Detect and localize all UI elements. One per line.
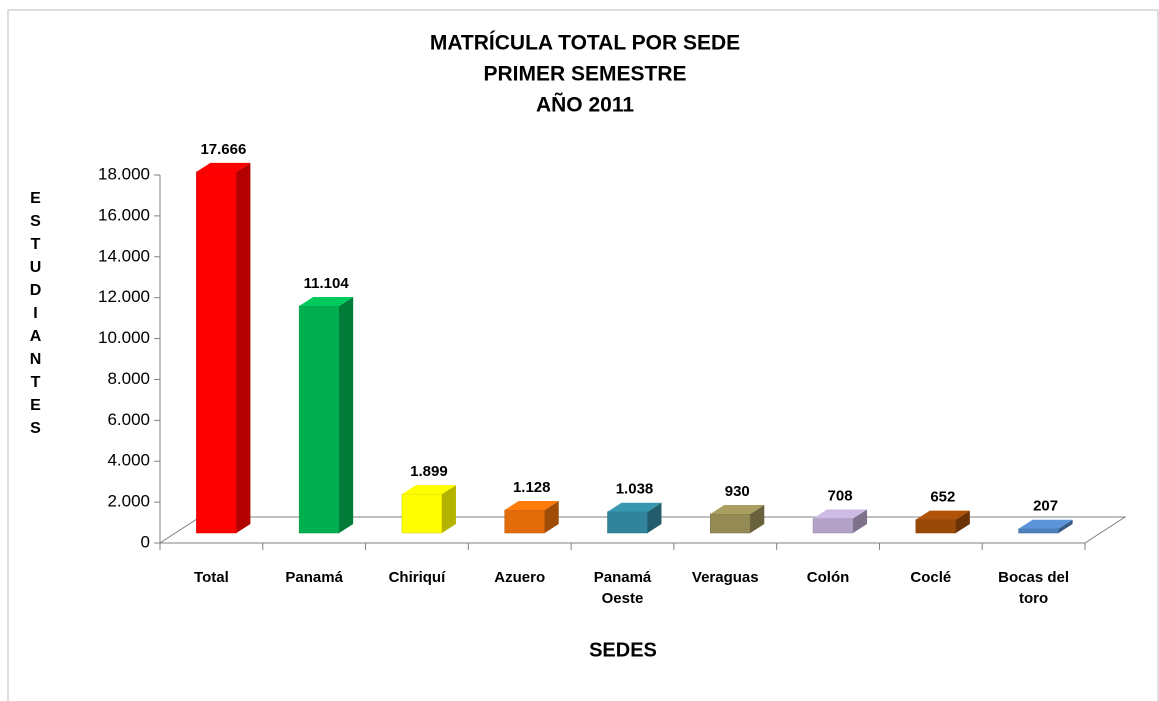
chart-title: MATRÍCULA TOTAL POR SEDE (430, 32, 740, 55)
bar-front (607, 511, 648, 534)
y-tick-label: 18.000 (98, 164, 150, 183)
x-tick-label: Veraguas (691, 569, 759, 586)
bar-front (710, 513, 751, 534)
bar-top (813, 509, 868, 519)
bar-top (504, 500, 559, 510)
y-tick-label: 0 (141, 532, 150, 551)
bar (1018, 519, 1073, 534)
bar-side (544, 500, 559, 533)
bar (298, 296, 354, 534)
y-axis-label: ESTUDIANTES (27, 190, 44, 443)
bar-top (607, 502, 662, 512)
value-label: 11.104 (304, 275, 350, 292)
bar-side (647, 502, 662, 533)
x-tick-label: Panamá (285, 569, 343, 586)
bar-side (955, 510, 970, 533)
bar-front (401, 493, 443, 534)
bar-top (196, 162, 251, 172)
x-tick-label: Panamá Oeste (593, 569, 652, 607)
value-label: 1.128 (513, 479, 551, 496)
y-tick-label: 6.000 (107, 410, 150, 429)
y-tick-label: 14.000 (98, 246, 150, 265)
value-label: 17.666 (200, 141, 246, 158)
x-tick-label: Bocas del toro (998, 569, 1070, 607)
bar-top (299, 296, 354, 306)
value-label: 930 (725, 483, 750, 500)
bar-side (441, 485, 456, 533)
bar (710, 504, 765, 534)
bar (915, 510, 970, 534)
bar-side (1058, 519, 1073, 533)
bar-front (196, 171, 237, 534)
bar-top (710, 504, 765, 514)
x-axis-label: SEDES (589, 639, 657, 661)
bar-top (915, 510, 970, 520)
x-tick-label: Colón (806, 569, 850, 586)
chart-title: PRIMER SEMESTRE (483, 63, 686, 86)
y-tick-label: 2.000 (107, 492, 150, 511)
bar-top (401, 485, 456, 495)
y-tick-label: 12.000 (98, 287, 150, 306)
bar (196, 162, 251, 534)
y-tick-label: 4.000 (107, 451, 150, 470)
value-label: 708 (828, 487, 853, 504)
bar-front (298, 305, 340, 534)
value-label: 1.899 (410, 463, 448, 480)
bar-side (853, 509, 868, 533)
bar-front (915, 519, 957, 534)
x-tick-label: Chiriquí (388, 569, 446, 586)
bar-side (750, 504, 765, 533)
bar-side (236, 162, 251, 534)
y-tick-label: 10.000 (98, 328, 150, 347)
y-tick-label: 16.000 (98, 205, 150, 224)
chart-border (7, 9, 1159, 701)
value-label: 652 (930, 489, 955, 506)
bar-front (1018, 528, 1059, 534)
bar (812, 509, 868, 534)
x-tick-label: Total (194, 569, 229, 586)
bar (504, 500, 559, 534)
bar-side (339, 296, 354, 533)
x-tick-label: Azuero (494, 569, 546, 586)
x-tick-label: Coclé (910, 569, 952, 586)
bar-top (1018, 519, 1073, 529)
value-label: 207 (1033, 498, 1058, 515)
y-tick-label: 8.000 (107, 369, 150, 388)
chart-title: AÑO 2011 (536, 94, 634, 117)
bar (401, 485, 456, 534)
bar (607, 502, 662, 534)
value-label: 1.038 (616, 481, 654, 498)
bar-front (812, 518, 854, 534)
bar-front (504, 509, 545, 534)
